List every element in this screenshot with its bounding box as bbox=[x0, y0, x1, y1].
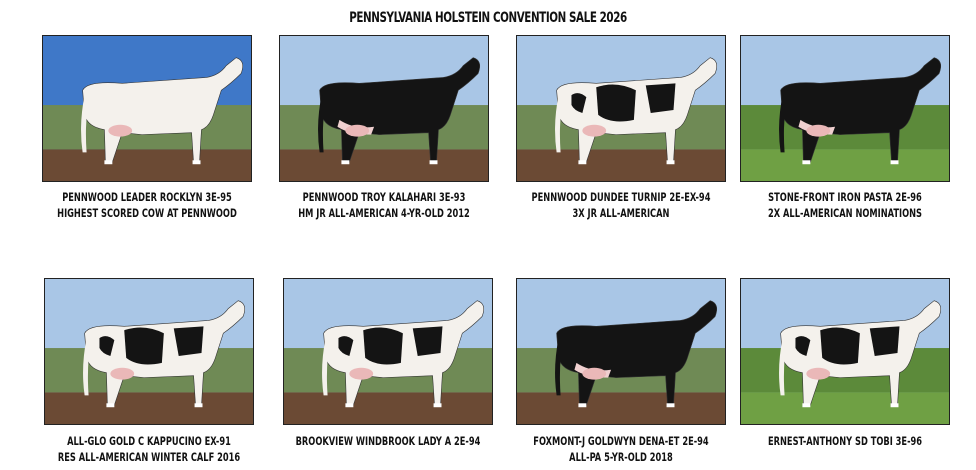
cow-icon bbox=[318, 57, 481, 165]
ground bbox=[741, 392, 949, 424]
ground bbox=[284, 392, 492, 424]
ground bbox=[45, 392, 253, 424]
cow-name: ALL-GLO GOLD C KAPPUCINO EX-91 bbox=[67, 434, 231, 448]
cow-name: PENNWOOD TROY KALAHARI 3E-93 bbox=[302, 190, 466, 204]
ground bbox=[517, 392, 725, 424]
cow-icon bbox=[555, 300, 718, 408]
cow-honor: 2X ALL-AMERICAN NOMINATIONS bbox=[768, 206, 922, 220]
lot-caption: ERNEST-ANTHONY SD TOBI 3E-96 bbox=[715, 433, 975, 449]
cow-name: BROOKVIEW WINDBROOK LADY A 2E-94 bbox=[295, 434, 481, 448]
lot-caption: FOXMONT-J GOLDWYN DENA-ET 2E-94 ALL-PA 5-… bbox=[491, 433, 751, 465]
lot-caption: PENNWOOD DUNDEE TURNIP 2E-EX-94 3X JR ALL… bbox=[491, 189, 751, 221]
cow-honor: HIGHEST SCORED COW AT PENNWOOD bbox=[57, 206, 237, 220]
cow-icon bbox=[779, 57, 942, 165]
cow-name: FOXMONT-J GOLDWYN DENA-ET 2E-94 bbox=[533, 434, 709, 448]
cow-icon bbox=[555, 57, 718, 165]
ground bbox=[741, 149, 949, 181]
lot-caption: PENNWOOD TROY KALAHARI 3E-93 HM JR ALL-AM… bbox=[254, 189, 514, 221]
cow-icon bbox=[322, 300, 485, 408]
cow-honor: HM JR ALL-AMERICAN 4-YR-OLD 2012 bbox=[298, 206, 470, 220]
cow-name: PENNWOOD LEADER ROCKLYN 3E-95 bbox=[62, 190, 232, 204]
ground bbox=[517, 149, 725, 181]
ground bbox=[43, 149, 251, 181]
cow-photo bbox=[44, 278, 254, 425]
cow-name: STONE-FRONT IRON PASTA 2E-96 bbox=[768, 190, 922, 204]
cow-photo bbox=[42, 35, 252, 182]
cow-honor: ALL-PA 5-YR-OLD 2018 bbox=[569, 450, 673, 464]
cow-icon bbox=[83, 300, 246, 408]
cow-icon bbox=[779, 300, 942, 408]
cow-photo bbox=[516, 278, 726, 425]
cow-name: PENNWOOD DUNDEE TURNIP 2E-EX-94 bbox=[531, 190, 711, 204]
cow-honor: RES ALL-AMERICAN WINTER CALF 2016 bbox=[57, 450, 241, 464]
cow-photo bbox=[279, 35, 489, 182]
lot-caption: BROOKVIEW WINDBROOK LADY A 2E-94 bbox=[258, 433, 518, 449]
cow-photo bbox=[740, 35, 950, 182]
cow-photo bbox=[740, 278, 950, 425]
cow-icon bbox=[81, 57, 244, 165]
lot-caption: PENNWOOD LEADER ROCKLYN 3E-95 HIGHEST SCO… bbox=[17, 189, 277, 221]
cow-photo bbox=[283, 278, 493, 425]
lot-caption: STONE-FRONT IRON PASTA 2E-96 2X ALL-AMERI… bbox=[715, 189, 975, 221]
ground bbox=[280, 149, 488, 181]
cow-honor: 3X JR ALL-AMERICAN bbox=[572, 206, 670, 220]
cow-photo bbox=[516, 35, 726, 182]
cow-name: ERNEST-ANTHONY SD TOBI 3E-96 bbox=[767, 434, 923, 448]
lot-caption: ALL-GLO GOLD C KAPPUCINO EX-91 RES ALL-AM… bbox=[19, 433, 279, 465]
page-title: PENNSYLVANIA HOLSTEIN CONVENTION SALE 20… bbox=[349, 10, 627, 26]
